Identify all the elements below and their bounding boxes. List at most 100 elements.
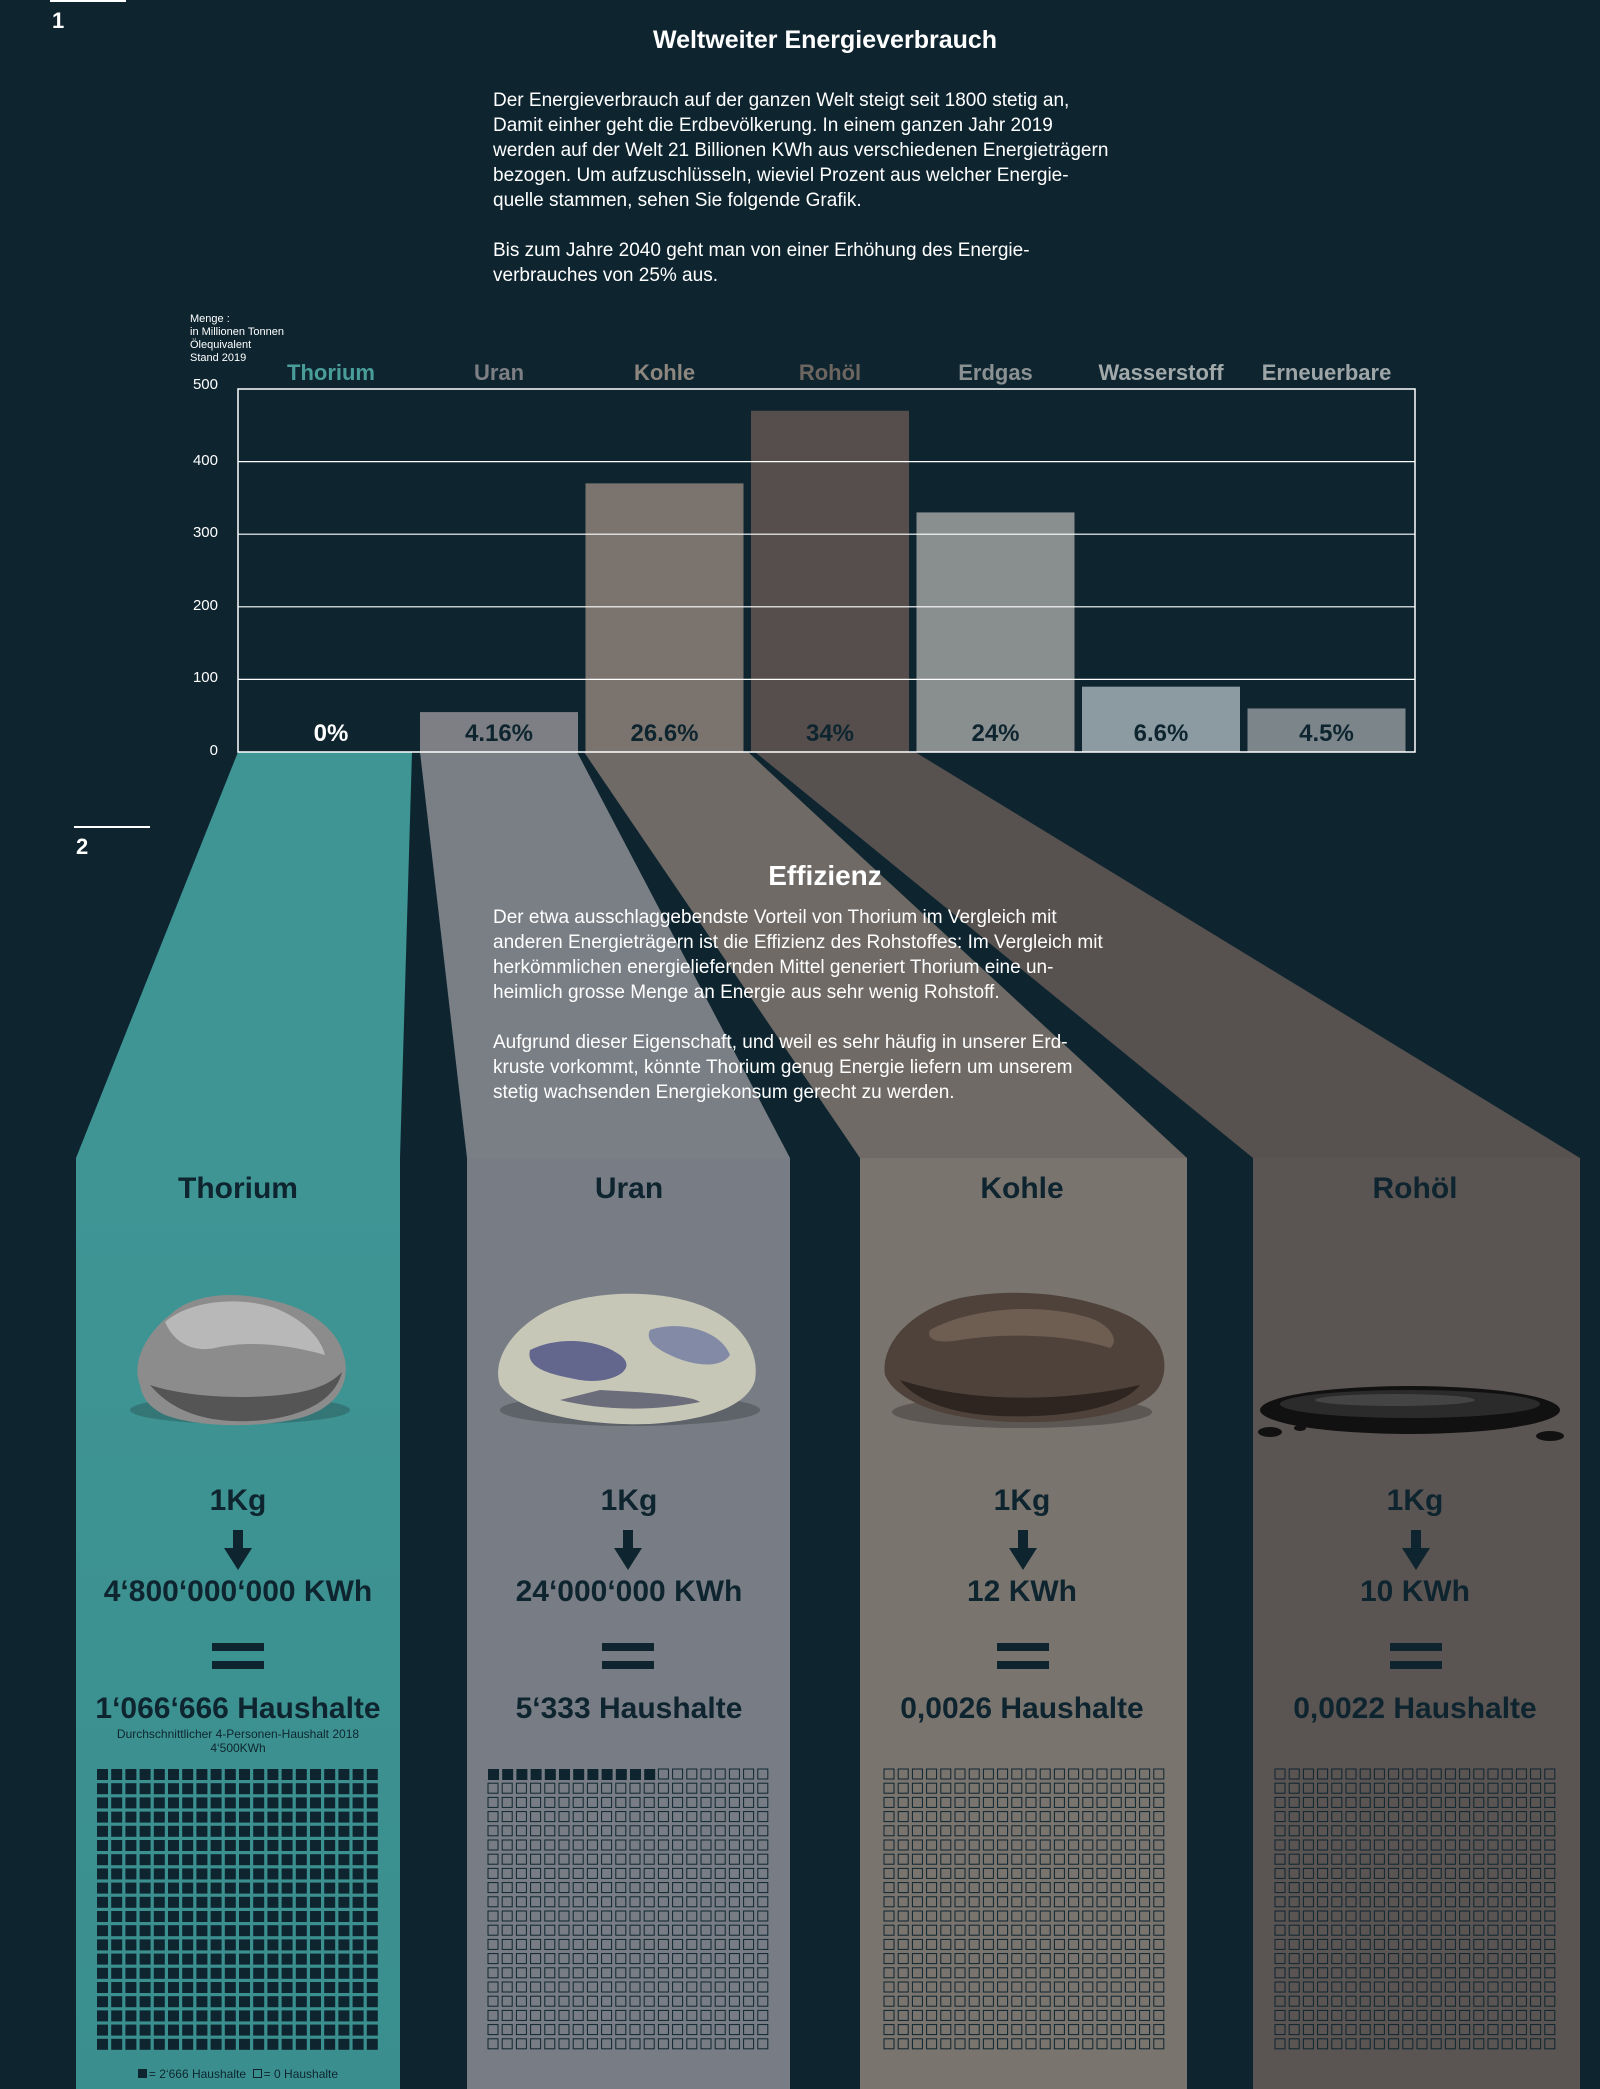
household-square-empty xyxy=(1124,1882,1136,1894)
household-square-empty xyxy=(1501,1768,1513,1780)
household-square-empty xyxy=(1317,2038,1329,2050)
household-square-empty xyxy=(1110,1910,1122,1922)
household-square-empty xyxy=(1487,1796,1499,1808)
household-square-filled xyxy=(210,1925,222,1937)
household-square-empty xyxy=(1473,1967,1485,1979)
household-square-empty xyxy=(982,1811,994,1823)
household-square-empty xyxy=(1402,1782,1414,1794)
household-square-empty xyxy=(911,1924,923,1936)
household-square-empty xyxy=(1345,1867,1357,1879)
household-square-empty xyxy=(1096,1867,1108,1879)
household-square-filled xyxy=(111,1769,123,1780)
household-square-empty xyxy=(629,1867,641,1879)
household-square-empty xyxy=(1302,1768,1314,1780)
household-square-empty xyxy=(1388,2038,1400,2050)
household-square-empty xyxy=(586,2038,598,2050)
household-square-empty xyxy=(1388,2009,1400,2021)
household-square-filled xyxy=(310,1953,321,1965)
household-square-empty xyxy=(1025,1768,1037,1780)
household-square-empty xyxy=(1302,1967,1314,1979)
household-square-empty xyxy=(997,1910,1009,1922)
household-square-empty xyxy=(728,1796,740,1808)
household-square-filled xyxy=(338,1769,350,1780)
household-square-empty xyxy=(1444,1796,1456,1808)
household-square-empty xyxy=(586,1938,598,1950)
household-square-empty xyxy=(1139,1768,1151,1780)
household-square-empty xyxy=(1388,1981,1400,1993)
household-square-empty xyxy=(883,1896,895,1908)
text-line: Der etwa ausschlaggebendste Vorteil von … xyxy=(493,907,1057,928)
household-square-empty xyxy=(672,1796,684,1808)
household-square-empty xyxy=(1053,1967,1065,1979)
household-square-empty xyxy=(1373,1882,1385,1894)
household-square-empty xyxy=(487,1953,499,1965)
household-square-empty xyxy=(743,1896,755,1908)
down-arrow-icon xyxy=(1009,1530,1037,1570)
household-square-filled xyxy=(196,2038,208,2050)
household-square-empty xyxy=(1459,1825,1471,1837)
household-square-filled xyxy=(267,1939,279,1951)
household-square-empty xyxy=(515,1853,527,1865)
household-square-filled xyxy=(324,2010,336,2022)
household-square-empty xyxy=(515,2038,527,2050)
household-square-filled xyxy=(139,2038,151,2050)
household-square-empty xyxy=(757,1839,769,1851)
household-square-empty xyxy=(997,2038,1009,2050)
household-square-empty xyxy=(1473,2009,1485,2021)
household-square-empty xyxy=(515,1995,527,2007)
household-square-empty xyxy=(1317,1910,1329,1922)
household-square-filled xyxy=(224,1953,236,1965)
household-square-empty xyxy=(601,1924,613,1936)
household-square-empty xyxy=(940,1910,952,1922)
household-square-empty xyxy=(714,1796,726,1808)
household-square-empty xyxy=(1139,2038,1151,2050)
household-square-filled xyxy=(366,1967,378,1979)
household-square-empty xyxy=(1459,1924,1471,1936)
household-square-empty xyxy=(1515,1967,1527,1979)
household-square-filled xyxy=(324,1769,336,1780)
household-square-empty xyxy=(1459,1839,1471,1851)
household-square-empty xyxy=(883,1796,895,1808)
household-square-empty xyxy=(1039,1853,1051,1865)
household-square-empty xyxy=(586,2009,598,2021)
household-square-empty xyxy=(487,1782,499,1794)
household-square-empty xyxy=(629,1981,641,1993)
household-square-empty xyxy=(954,1896,966,1908)
household-square-empty xyxy=(954,1768,966,1780)
household-square-empty xyxy=(1317,1839,1329,1851)
household-square-filled xyxy=(210,1783,222,1795)
household-square-empty xyxy=(643,1853,655,1865)
household-square-empty xyxy=(1501,1867,1513,1879)
household-square-empty xyxy=(672,1981,684,1993)
household-square-empty xyxy=(1025,1782,1037,1794)
household-square-empty xyxy=(501,1995,513,2007)
household-square-filled xyxy=(168,1953,179,1965)
household-square-empty xyxy=(728,1768,740,1780)
household-square-empty xyxy=(926,1811,938,1823)
household-square-empty xyxy=(1373,1995,1385,2007)
household-square-empty xyxy=(1274,2024,1286,2036)
household-square-empty xyxy=(657,1782,669,1794)
household-square-filled xyxy=(97,1769,108,1780)
household-square-empty xyxy=(1459,1953,1471,1965)
household-square-filled xyxy=(366,1996,378,2008)
household-square-filled xyxy=(153,1911,165,1922)
household-square-filled xyxy=(168,1797,179,1809)
household-square-empty xyxy=(686,2024,698,2036)
household-square-filled xyxy=(295,1854,307,1866)
household-square-empty xyxy=(1430,1967,1442,1979)
household-square-empty xyxy=(926,1967,938,1979)
household-square-empty xyxy=(1487,1811,1499,1823)
household-square-empty xyxy=(911,1995,923,2007)
household-square-filled xyxy=(253,1783,265,1795)
household-square-empty xyxy=(1530,1967,1542,1979)
household-square-filled xyxy=(324,1953,336,1965)
household-square-empty xyxy=(1444,1910,1456,1922)
household-square-empty xyxy=(544,1853,556,1865)
household-square-empty xyxy=(1039,1981,1051,1993)
household-square-filled xyxy=(97,1982,108,1993)
household-square-empty xyxy=(544,1882,556,1894)
household-square-filled xyxy=(97,1967,108,1979)
household-square-filled xyxy=(139,1811,151,1823)
household-square-empty xyxy=(1025,1839,1037,1851)
